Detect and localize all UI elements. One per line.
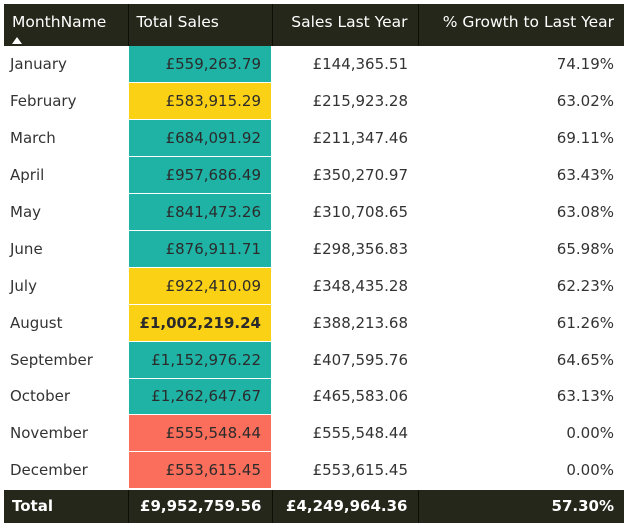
table-row[interactable]: June £876,911.71 £298,356.83 65.98% [4,230,624,268]
sales-last-year-cell: £310,708.65 [272,193,418,231]
month-cell: December [4,451,128,490]
month-cell: November [4,414,128,453]
month-cell: October [4,378,128,416]
month-cell: September [4,341,128,379]
sales-last-year-cell: £144,365.51 [272,46,418,84]
column-header-label: Sales Last Year [291,13,408,31]
column-header-label: MonthName [12,13,107,31]
month-cell: March [4,119,128,158]
total-sales-cell: £684,091.92 [127,119,273,158]
total-sales-cell: £1,002,219.24 [127,304,273,342]
growth-cell: 74.19% [418,46,624,84]
growth-cell: 63.08% [418,193,624,231]
growth-cell: 62.23% [418,267,624,305]
growth-cell: 65.98% [418,230,624,268]
month-cell: July [4,267,128,305]
growth-cell: 61.26% [418,304,624,342]
sales-last-year-cell: £211,347.46 [272,119,418,158]
growth-cell: 0.00% [418,451,624,490]
total-sales-sum: £9,952,759.56 [128,487,273,523]
sales-matrix-table: MonthName Total Sales Sales Last Year % … [4,4,624,523]
total-sales-cell: £922,410.09 [127,267,273,305]
sales-last-year-cell: £350,270.97 [272,156,418,195]
sales-last-year-cell: £465,583.06 [272,378,418,416]
total-sales-cell: £841,473.26 [127,193,273,231]
sales-last-year-cell: £555,548.44 [272,414,418,453]
growth-total: 57.30% [418,487,624,523]
table-row[interactable]: November £555,548.44 £555,548.44 0.00% [4,414,624,453]
growth-cell: 64.65% [418,341,624,379]
sales-last-year-cell: £388,213.68 [272,304,418,342]
sales-last-year-cell: £553,615.45 [272,451,418,490]
sales-last-year-cell: £215,923.28 [272,82,418,121]
table-row[interactable]: July £922,410.09 £348,435.28 62.23% [4,267,624,305]
table-row[interactable]: April £957,686.49 £350,270.97 63.43% [4,156,624,195]
sales-last-year-cell: £348,435.28 [272,267,418,305]
total-sales-cell: £583,915.29 [127,82,273,121]
column-header-label: % Growth to Last Year [442,13,614,31]
column-header-total-sales[interactable]: Total Sales [128,4,273,46]
month-cell: June [4,230,128,268]
total-sales-cell: £1,262,647.67 [127,378,273,416]
column-header-growth[interactable]: % Growth to Last Year [418,4,624,46]
total-row: Total £9,952,759.56 £4,249,964.36 57.30% [4,487,624,523]
table-row[interactable]: January £559,263.79 £144,365.51 74.19% [4,46,624,84]
total-sales-cell: £957,686.49 [127,156,273,195]
table-row[interactable]: December £553,615.45 £553,615.45 0.00% [4,451,624,490]
total-sales-cell: £555,548.44 [127,414,273,453]
column-header-sales-last-year[interactable]: Sales Last Year [272,4,419,46]
column-header-month[interactable]: MonthName [4,4,129,46]
total-sales-cell: £876,911.71 [127,230,273,268]
month-cell: August [4,304,128,342]
header-row: MonthName Total Sales Sales Last Year % … [4,4,624,46]
sales-last-year-sum: £4,249,964.36 [272,487,419,523]
table-row[interactable]: October £1,262,647.67 £465,583.06 63.13% [4,378,624,416]
table-row[interactable]: September £1,152,976.22 £407,595.76 64.65% [4,341,624,379]
sales-last-year-cell: £407,595.76 [272,341,418,379]
sort-ascending-icon[interactable] [12,37,22,44]
sales-last-year-cell: £298,356.83 [272,230,418,268]
growth-cell: 69.11% [418,119,624,158]
growth-cell: 63.43% [418,156,624,195]
table-body: January £559,263.79 £144,365.51 74.19% Febru… [4,46,624,490]
growth-cell: 63.13% [418,378,624,416]
month-cell: January [4,46,128,84]
month-cell: February [4,82,128,121]
total-sales-cell: £1,152,976.22 [127,341,273,379]
table-row[interactable]: May £841,473.26 £310,708.65 63.08% [4,193,624,231]
growth-cell: 63.02% [418,82,624,121]
month-cell: April [4,156,128,195]
table-row[interactable]: February £583,915.29 £215,923.28 63.02% [4,82,624,121]
growth-cell: 0.00% [418,414,624,453]
total-sales-cell: £559,263.79 [127,46,273,84]
column-header-label: Total Sales [136,13,219,31]
table-row[interactable]: August £1,002,219.24 £388,213.68 61.26% [4,304,624,342]
table-row[interactable]: March £684,091.92 £211,347.46 69.11% [4,119,624,158]
month-cell: May [4,193,128,231]
total-label: Total [4,487,129,523]
total-sales-cell: £553,615.45 [127,451,273,490]
